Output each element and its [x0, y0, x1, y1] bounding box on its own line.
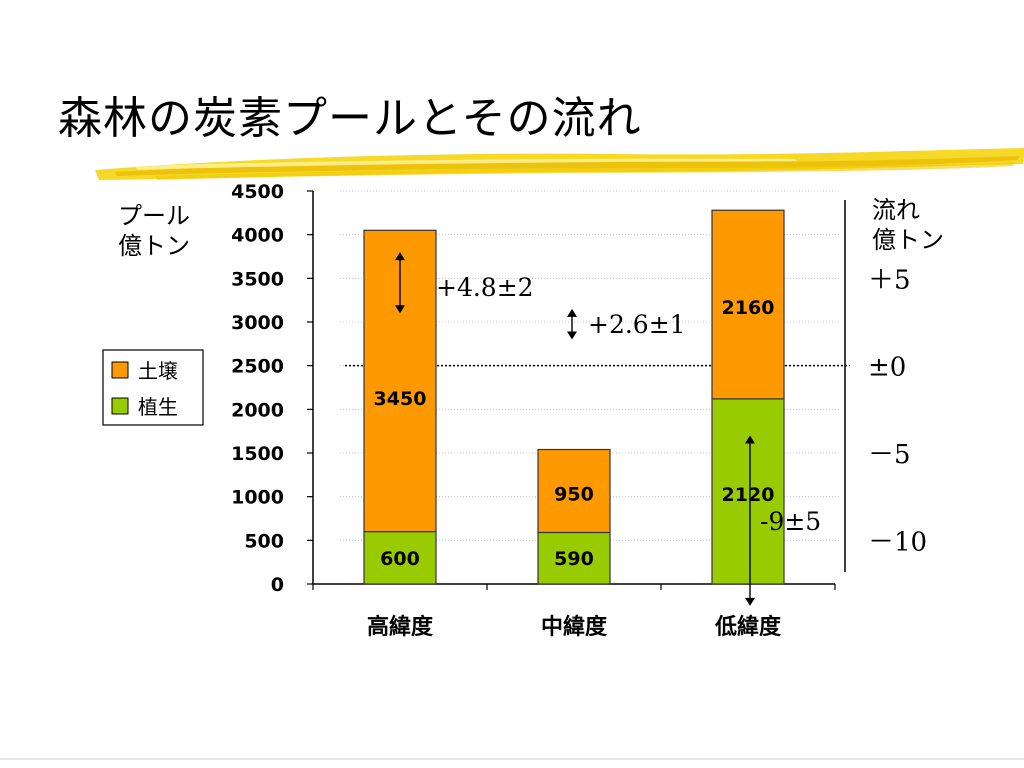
legend-label-soil: 土壌 [138, 359, 178, 383]
right-axis-tick-label: －5 [868, 440, 911, 470]
flow-arrow-head [745, 597, 755, 606]
data-label: 950 [554, 483, 594, 505]
data-label: 600 [380, 548, 420, 570]
y-tick-label: 2500 [231, 356, 284, 378]
right-axis-tick-label: －10 [868, 527, 927, 557]
right-axis-labels: ＋5 ±0 －5 －10 [868, 265, 927, 557]
legend-label-vegetation: 植生 [138, 395, 178, 419]
right-axis-tick-label: ＋5 [868, 265, 911, 295]
bar-soil [537, 448, 611, 534]
flow-arrow-head [567, 308, 577, 317]
flow-annotation-label: +4.8±2 [436, 273, 534, 302]
flow-annotation-label: +2.6±1 [588, 310, 686, 339]
legend-swatch-soil [111, 361, 129, 379]
flow-annotation-label: -9±5 [760, 507, 821, 536]
axis-title-line: プール [118, 202, 190, 230]
y-tick-labels: 0 500 1000 1500 2000 2500 3000 3500 4000 4500 [231, 181, 313, 596]
x-category-labels: 高緯度 中緯度 低緯度 [367, 614, 782, 640]
x-category-label: 中緯度 [541, 614, 608, 640]
y-tick-label: 2000 [231, 399, 284, 421]
right-axis-tick-label: ±0 [868, 353, 906, 383]
data-labels: 600 3450 590 950 2120 2160 [374, 297, 775, 570]
flow-annotations: +4.8±2 +2.6±1 -9±5 [395, 252, 821, 606]
y-axis-title: プール億トン [118, 202, 190, 260]
y-tick-label: 0 [271, 574, 284, 596]
footer-divider [0, 758, 1024, 760]
flow-arrow-head [395, 305, 405, 314]
data-label: 2120 [722, 484, 775, 506]
y-tick-label: 500 [244, 530, 284, 552]
data-label: 2160 [722, 297, 775, 319]
y-tick-label: 1000 [231, 487, 284, 509]
x-tick-marks [312, 584, 836, 590]
legend-swatch-vegetation [111, 397, 129, 415]
right-axis-title: 流れ億トン [872, 196, 944, 254]
x-category-label: 低緯度 [714, 614, 782, 640]
y-tick-label: 4500 [231, 181, 284, 203]
axis-title-line: 億トン [118, 232, 190, 260]
y-tick-label: 3000 [231, 312, 284, 334]
flow-arrow-head [745, 435, 755, 444]
y-tick-label: 1500 [231, 443, 284, 465]
legend: 土壌 植生 [102, 349, 204, 426]
flow-arrow-head [567, 331, 577, 340]
axis-title-line: 流れ [872, 196, 920, 224]
title-underline-brush [95, 148, 1024, 180]
y-tick-label: 3500 [231, 268, 284, 290]
y-tick-label: 4000 [231, 225, 284, 247]
data-label: 590 [554, 548, 594, 570]
data-label: 3450 [374, 388, 427, 410]
bar-soil [711, 209, 785, 400]
flow-arrow-head [395, 252, 405, 261]
axis-title-line: 億トン [872, 226, 944, 254]
bars [363, 209, 785, 585]
x-category-label: 高緯度 [367, 614, 434, 640]
slide-title: 森林の炭素プールとその流れ [58, 93, 642, 144]
bar-vegetation [711, 398, 785, 585]
